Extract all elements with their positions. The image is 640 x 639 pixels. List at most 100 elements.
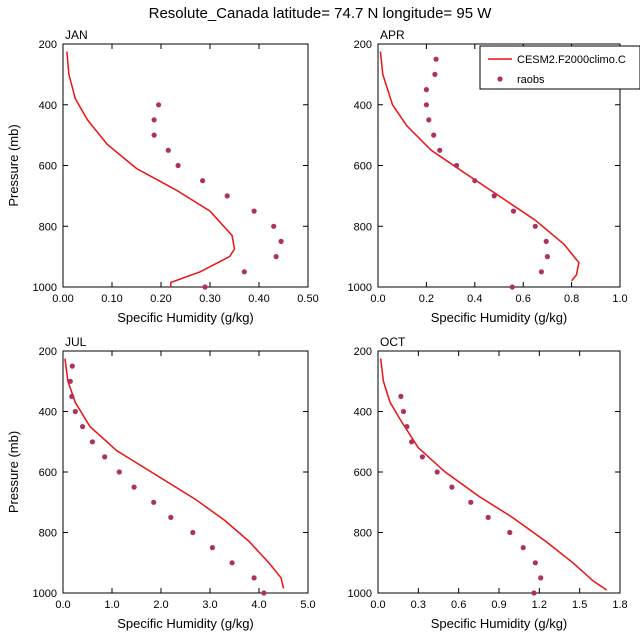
jan-xtick-label: 0.20 bbox=[150, 293, 171, 305]
oct-panel: OCT 0.0 0.3 0.6 0.9 1.2 1.5 1.8 200 400 600 800 1000… bbox=[348, 335, 628, 631]
jan-panel: JAN 0.00 0.10 0.20 0.30 0.40 0.50 200 400 600 800 1… bbox=[6, 28, 319, 325]
oct-raobs-point bbox=[507, 529, 513, 536]
jul-ytick-label: 200 bbox=[39, 346, 57, 358]
apr-raobs-point bbox=[544, 254, 551, 260]
jan-raobs-point bbox=[241, 269, 247, 275]
apr-ytick-label: 200 bbox=[354, 39, 372, 51]
apr-raobs-point bbox=[532, 223, 538, 229]
jul-raobs-point bbox=[67, 378, 73, 384]
apr-xtick-label: 0.6 bbox=[516, 293, 531, 305]
jul-raobs-point bbox=[229, 560, 235, 566]
jan-xtick-label: 0.10 bbox=[101, 293, 122, 305]
oct-xtick-label: 0.6 bbox=[451, 599, 466, 611]
oct-x-axis-label: Specific Humidity (g/kg) bbox=[431, 616, 568, 631]
jan-ytick-label: 200 bbox=[39, 39, 57, 51]
oct-xtick-label: 1.2 bbox=[532, 599, 547, 611]
apr-raobs-point bbox=[509, 284, 515, 290]
oct-ytick-label: 800 bbox=[354, 528, 372, 540]
apr-xtick-label: 0.0 bbox=[370, 293, 385, 305]
apr-ytick-label: 600 bbox=[354, 161, 372, 173]
jul-ytick-label: 800 bbox=[39, 528, 57, 540]
legend: CESM2.F2000climo.C raobs bbox=[479, 45, 640, 90]
oct-plot-frame bbox=[377, 350, 621, 594]
jul-ytick-label: 400 bbox=[39, 407, 57, 419]
oct-raobs-point bbox=[532, 560, 538, 566]
oct-raobs-point bbox=[409, 439, 415, 445]
oct-raobs-point bbox=[449, 484, 455, 490]
jan-ytick-label: 400 bbox=[39, 100, 57, 112]
jul-raobs-point bbox=[131, 484, 137, 490]
jul-raobs-point bbox=[168, 514, 174, 521]
oct-xtick-label: 0.9 bbox=[491, 599, 506, 611]
apr-ytick-label: 800 bbox=[354, 221, 372, 233]
jul-xtick-label: 5.0 bbox=[300, 599, 315, 611]
jan-ytick-label: 600 bbox=[39, 161, 57, 173]
jul-raobs-point bbox=[69, 393, 75, 399]
jan-raobs-point bbox=[156, 102, 162, 108]
jul-plot-frame bbox=[62, 350, 309, 594]
oct-model-line bbox=[379, 358, 608, 591]
jul-raobs-point bbox=[89, 439, 95, 445]
oct-raobs-point bbox=[468, 499, 474, 505]
jan-x-axis-label: Specific Humidity (g/kg) bbox=[117, 310, 254, 325]
panels-container: JAN 0.00 0.10 0.20 0.30 0.40 0.50 200 400 600 800 1… bbox=[6, 28, 628, 631]
jul-raobs-point bbox=[251, 575, 257, 581]
jan-ytick-label: 1000 bbox=[33, 282, 57, 294]
jan-xtick-label: 0.30 bbox=[199, 293, 220, 305]
jan-raobs-point bbox=[251, 208, 257, 214]
jul-model-line bbox=[64, 358, 285, 589]
legend-box bbox=[479, 45, 640, 90]
jan-raobs-point bbox=[175, 162, 181, 169]
jul-raobs-point bbox=[190, 529, 196, 536]
jul-raobs-point bbox=[116, 469, 122, 475]
jan-raobs-point bbox=[202, 284, 208, 290]
oct-xtick-label: 0.0 bbox=[370, 599, 385, 611]
oct-ytick-label: 1000 bbox=[348, 588, 372, 600]
jan-raobs-point bbox=[224, 193, 230, 199]
jan-raobs-point bbox=[151, 117, 157, 123]
jan-xtick-label: 0.50 bbox=[297, 293, 318, 305]
oct-raobs-point bbox=[404, 424, 410, 430]
apr-raobs-point bbox=[510, 208, 517, 214]
jul-ytick-label: 600 bbox=[39, 467, 57, 479]
apr-raobs-point bbox=[432, 71, 438, 77]
apr-raobs-point bbox=[543, 238, 549, 244]
oct-raobs-point bbox=[485, 514, 491, 521]
apr-raobs-point bbox=[433, 56, 439, 62]
jan-raobs-point bbox=[165, 147, 171, 153]
apr-raobs-point bbox=[423, 87, 429, 93]
jan-raobs-point bbox=[151, 132, 157, 138]
legend-model-label: CESM2.F2000climo.C bbox=[517, 54, 626, 66]
jan-raobs-point bbox=[273, 254, 279, 260]
apr-xtick-label: 0.2 bbox=[419, 293, 434, 305]
apr-xtick-label: 0.8 bbox=[564, 293, 579, 305]
oct-ytick-label: 600 bbox=[354, 467, 372, 479]
jul-x-axis-label: Specific Humidity (g/kg) bbox=[117, 616, 254, 631]
apr-x-axis-label: Specific Humidity (g/kg) bbox=[431, 310, 568, 325]
jul-raobs-point bbox=[261, 590, 267, 596]
jan-ytick-label: 800 bbox=[39, 221, 57, 233]
jul-xtick-label: 0.0 bbox=[55, 599, 70, 611]
jan-panel-label: JAN bbox=[65, 28, 88, 42]
legend-obs-label: raobs bbox=[517, 74, 545, 86]
jul-raobs-point bbox=[151, 499, 157, 505]
jul-panel-label: JUL bbox=[65, 335, 87, 349]
jan-raobs-point bbox=[271, 223, 277, 229]
apr-raobs-point bbox=[538, 269, 545, 275]
jul-y-axis-label: Pressure (mb) bbox=[6, 431, 21, 513]
jan-model-line bbox=[66, 51, 236, 287]
apr-ytick-label: 400 bbox=[354, 100, 372, 112]
oct-xtick-label: 0.3 bbox=[411, 599, 426, 611]
jul-xtick-label: 3.0 bbox=[202, 599, 217, 611]
jul-xtick-label: 2.0 bbox=[153, 599, 168, 611]
oct-ytick-label: 400 bbox=[354, 407, 372, 419]
oct-panel-label: OCT bbox=[380, 335, 406, 349]
figure-title: Resolute_Canada latitude= 74.7 N longitu… bbox=[149, 5, 493, 22]
apr-raobs-point bbox=[437, 147, 443, 153]
jan-xtick-label: 0.00 bbox=[52, 293, 73, 305]
apr-ytick-label: 1000 bbox=[348, 282, 372, 294]
apr-raobs-point bbox=[472, 178, 478, 184]
apr-panel-label: APR bbox=[380, 28, 405, 42]
oct-raobs-point bbox=[400, 408, 407, 415]
